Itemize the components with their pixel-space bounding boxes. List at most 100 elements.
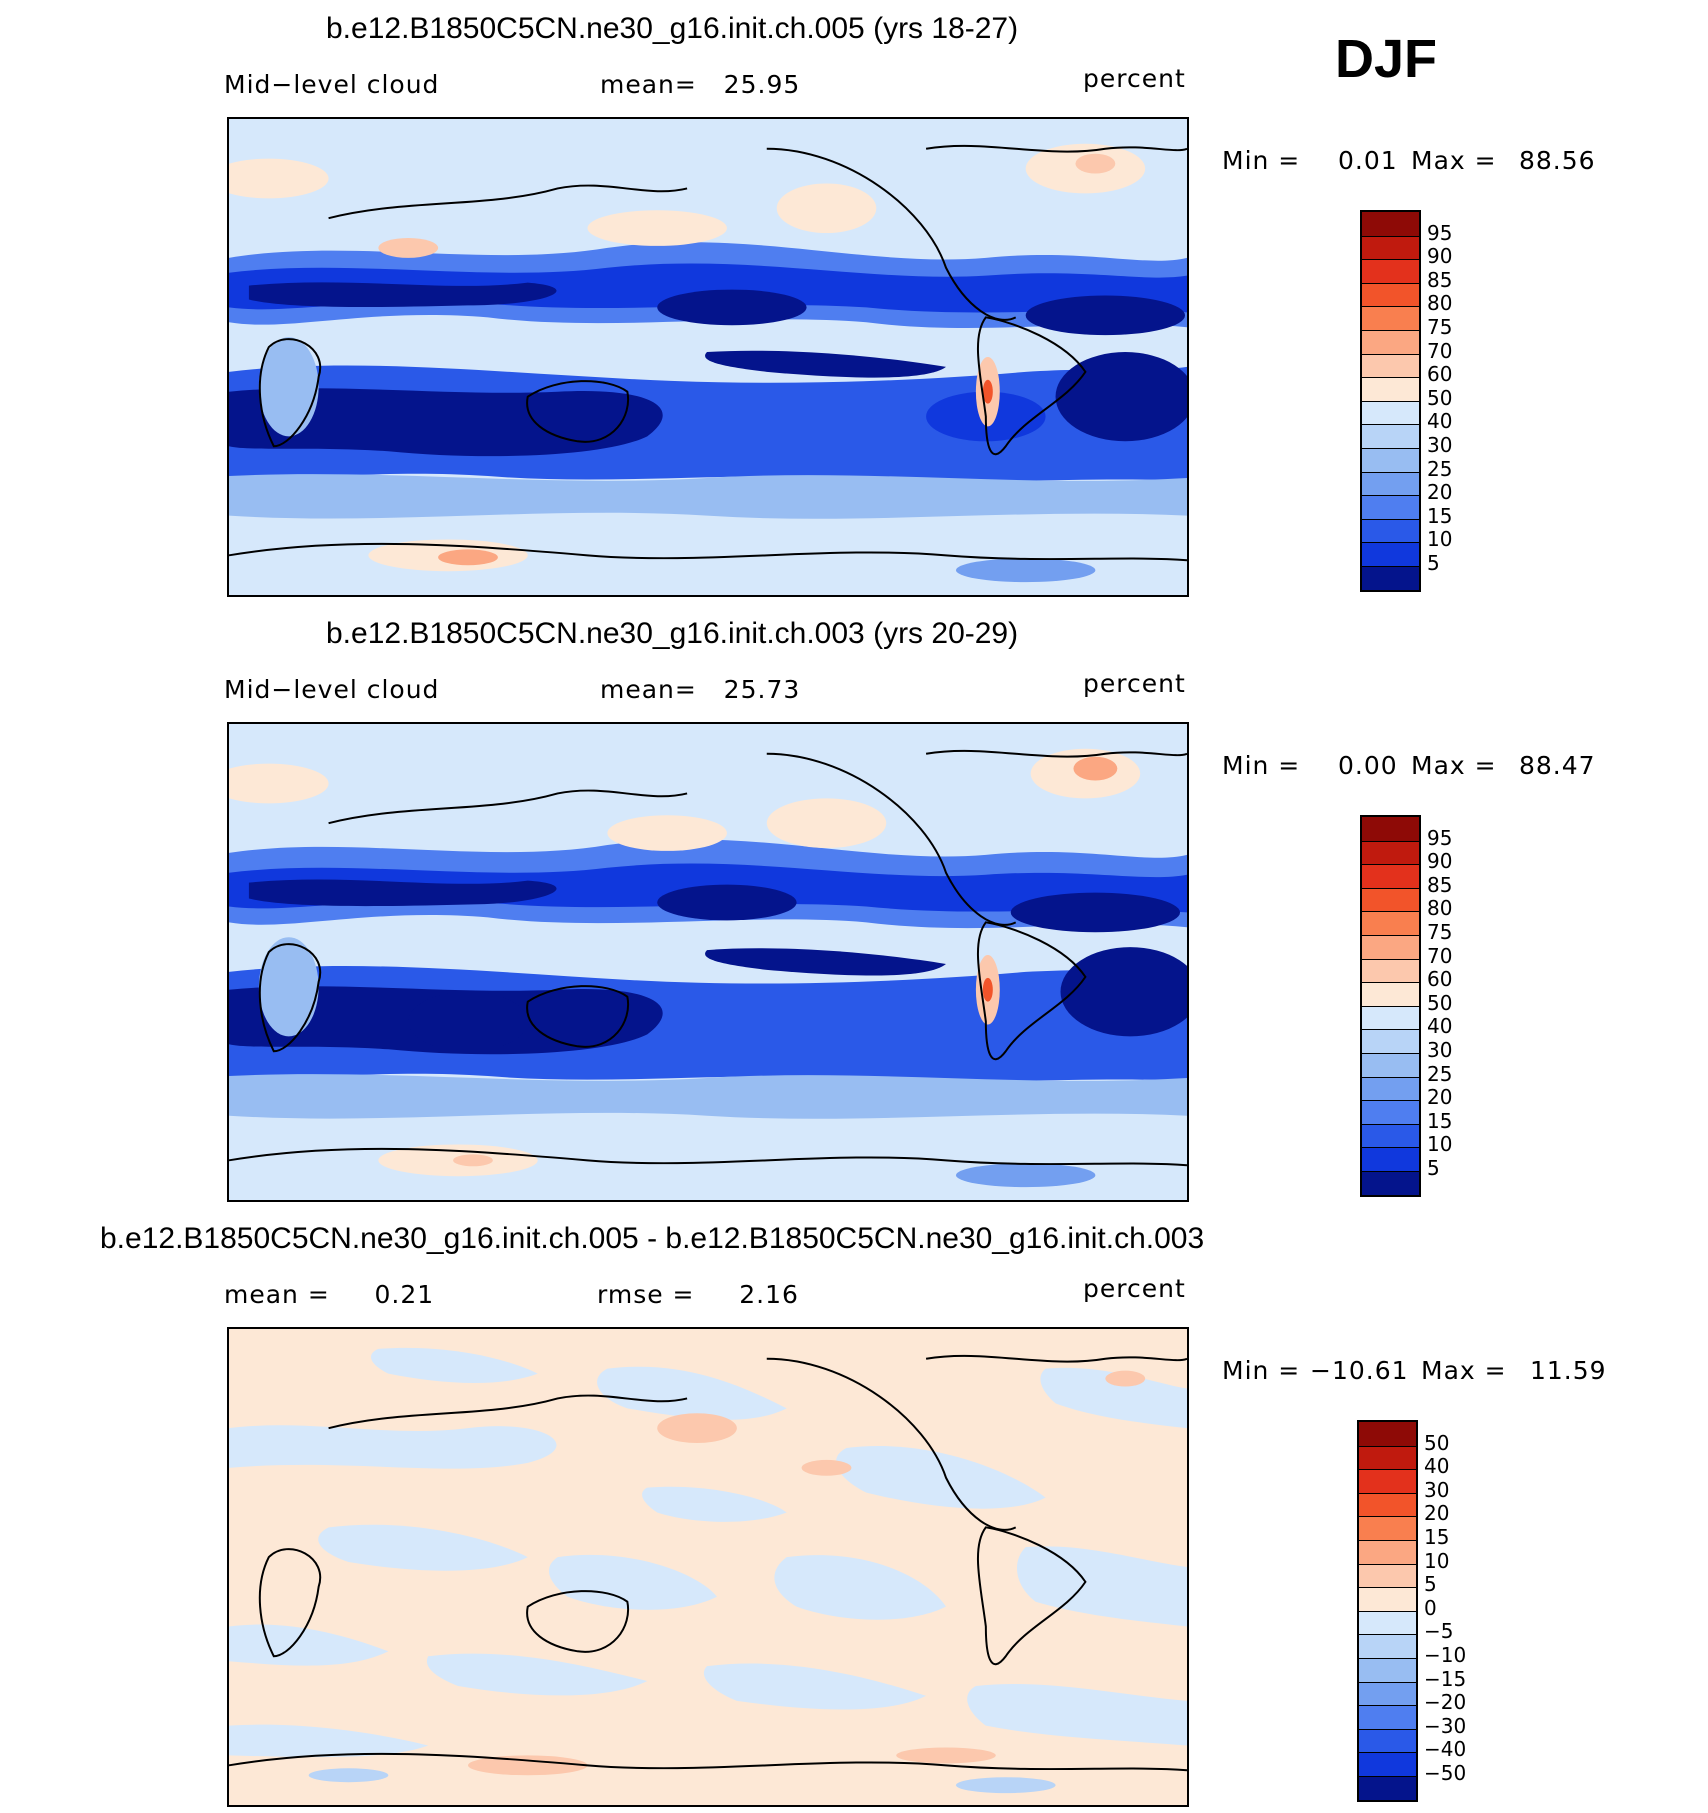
- panel-1-min-value: 0.01: [1338, 146, 1398, 175]
- colorbar-tick-label: 10: [1427, 527, 1453, 552]
- colorbar-tick-label: 85: [1427, 872, 1453, 897]
- colorbar-swatch: [1362, 1147, 1419, 1171]
- colorbar-swatch: [1362, 306, 1419, 330]
- panel-1-units-label: percent: [1083, 64, 1186, 93]
- colorbar-tick-label: 50: [1424, 1430, 1450, 1455]
- colorbar-tick-label: 50: [1427, 990, 1453, 1015]
- colorbar-tick-label: 75: [1427, 920, 1453, 944]
- colorbar-swatch: [1362, 1171, 1419, 1195]
- colorbar-swatch: [1359, 1540, 1416, 1564]
- panel-1-max-value: 88.56: [1519, 146, 1596, 175]
- panel-1-colorbar: 95 90 85 80 75 70 60 50 40 30 25 20 15 10 5: [1360, 210, 1452, 592]
- panel-3-min-value: −10.61: [1310, 1356, 1409, 1385]
- colorbar-tick-label: −10: [1424, 1643, 1467, 1667]
- colorbar-swatch: [1362, 982, 1419, 1006]
- colorbar-tick-label: 60: [1427, 362, 1453, 387]
- panel-2-min-label: Min =: [1222, 751, 1301, 780]
- colorbar-swatch: [1362, 1100, 1419, 1124]
- colorbar-tick-label: 90: [1427, 849, 1453, 874]
- panel-1-min-label: Min =: [1222, 146, 1301, 175]
- panel-2-units-label: percent: [1083, 669, 1186, 698]
- colorbar-tick-label: 20: [1427, 480, 1453, 505]
- colorbar-tick-label: 5: [1427, 551, 1440, 575]
- colorbar-tick-label: 70: [1427, 943, 1453, 968]
- colorbar-swatch: [1362, 1053, 1419, 1077]
- colorbar-tick-label: 15: [1427, 1108, 1453, 1133]
- colorbar-swatch: [1359, 1634, 1416, 1658]
- colorbar-swatch: [1359, 1445, 1416, 1470]
- colorbar-tick-label: 60: [1427, 967, 1453, 992]
- panel-2-colorbar: 95 90 85 80 75 70 60 50 40 30 25 20 15 10 5: [1360, 815, 1452, 1197]
- panel-2-max-label: Max =: [1411, 751, 1497, 780]
- colorbar-swatch: [1362, 353, 1419, 378]
- colorbar-tick-label: 80: [1427, 896, 1453, 921]
- colorbar-swatch: [1362, 935, 1419, 959]
- panel-2-contour-field: [229, 724, 1187, 1200]
- colorbar-swatch: [1359, 1728, 1416, 1753]
- colorbar-swatch: [1362, 400, 1419, 425]
- panel-2-min-value: 0.00: [1338, 751, 1398, 780]
- colorbar-tick-label: 10: [1424, 1548, 1450, 1573]
- panel-1-title: b.e12.B1850C5CN.ne30_g16.init.ch.005 (yr…: [326, 12, 1019, 45]
- colorbar-swatch: [1362, 282, 1419, 307]
- colorbar-tick-label: 15: [1427, 503, 1453, 528]
- colorbar-swatch: [1362, 887, 1419, 912]
- colorbar-swatch: [1359, 1705, 1416, 1729]
- colorbar-tick-label: 70: [1427, 338, 1453, 363]
- colorbar-swatch: [1362, 448, 1419, 472]
- colorbar-swatch: [1362, 471, 1419, 496]
- colorbar-tick-label: 15: [1424, 1525, 1450, 1549]
- colorbar-swatch: [1362, 817, 1419, 841]
- season-label: DJF: [1335, 29, 1438, 89]
- colorbar-tick-label: 95: [1427, 825, 1453, 850]
- colorbar-swatch: [1362, 235, 1419, 260]
- colorbar-swatch: [1362, 330, 1419, 354]
- colorbar-swatch: [1362, 1123, 1419, 1148]
- colorbar-swatch: [1362, 518, 1419, 543]
- panel-1-map: [227, 117, 1189, 597]
- panel-1-contour-field: [229, 119, 1187, 595]
- panel-3-max-value: 11.59: [1530, 1356, 1607, 1385]
- colorbar-tick-label: −50: [1424, 1761, 1467, 1785]
- colorbar-swatch: [1362, 864, 1419, 888]
- colorbar-swatch: [1359, 1492, 1416, 1517]
- panel-3-max-label: Max =: [1421, 1356, 1507, 1385]
- colorbar-swatch: [1362, 542, 1419, 566]
- panel-2-max-value: 88.47: [1519, 751, 1596, 780]
- panel-1-max-label: Max =: [1411, 146, 1497, 175]
- panel-3-mean-label: mean = 0.21: [224, 1280, 435, 1309]
- colorbar-swatch: [1359, 1422, 1416, 1446]
- colorbar-tick-label: 30: [1427, 433, 1453, 457]
- colorbar-tick-label: 40: [1427, 1014, 1453, 1039]
- colorbar-swatch: [1359, 1610, 1416, 1635]
- colorbar-swatch: [1359, 1752, 1416, 1776]
- colorbar-swatch: [1362, 1076, 1419, 1101]
- colorbar-tick-label: 30: [1424, 1477, 1450, 1502]
- panel-3-contour-field: [229, 1329, 1187, 1805]
- colorbar-swatch: [1362, 212, 1419, 236]
- colorbar-tick-label: −40: [1424, 1737, 1467, 1762]
- panel-3-colorbar: 50 40 30 20 15 10 5 0 −5 −10 −15 −20 −30 −40 −50: [1357, 1420, 1466, 1802]
- colorbar-swatch: [1359, 1681, 1416, 1706]
- colorbar-swatch: [1359, 1563, 1416, 1588]
- colorbar-swatch: [1362, 495, 1419, 519]
- colorbar-swatch: [1359, 1658, 1416, 1682]
- panel-3-min-label: Min =: [1222, 1356, 1301, 1385]
- panel-2-mean-label: mean= 25.73: [600, 675, 801, 704]
- colorbar-tick-label: 20: [1427, 1085, 1453, 1110]
- colorbar-swatch: [1362, 958, 1419, 983]
- colorbar-tick-label: 85: [1427, 267, 1453, 292]
- panel-2-title: b.e12.B1850C5CN.ne30_g16.init.ch.003 (yr…: [326, 617, 1019, 650]
- colorbar-swatch: [1359, 1516, 1416, 1540]
- colorbar-tick-label: 5: [1424, 1572, 1437, 1597]
- panel-3-rmse-label: rmse = 2.16: [597, 1280, 799, 1309]
- colorbar-tick-label: 10: [1427, 1132, 1453, 1157]
- colorbar-tick-label: 50: [1427, 385, 1453, 410]
- colorbar-tick-label: 0: [1424, 1595, 1437, 1620]
- colorbar-tick-label: 75: [1427, 315, 1453, 339]
- colorbar-tick-label: 40: [1427, 409, 1453, 434]
- colorbar-swatch: [1362, 566, 1419, 590]
- colorbar-tick-label: 40: [1424, 1454, 1450, 1479]
- colorbar-tick-label: 80: [1427, 291, 1453, 316]
- colorbar-tick-label: 25: [1427, 456, 1453, 481]
